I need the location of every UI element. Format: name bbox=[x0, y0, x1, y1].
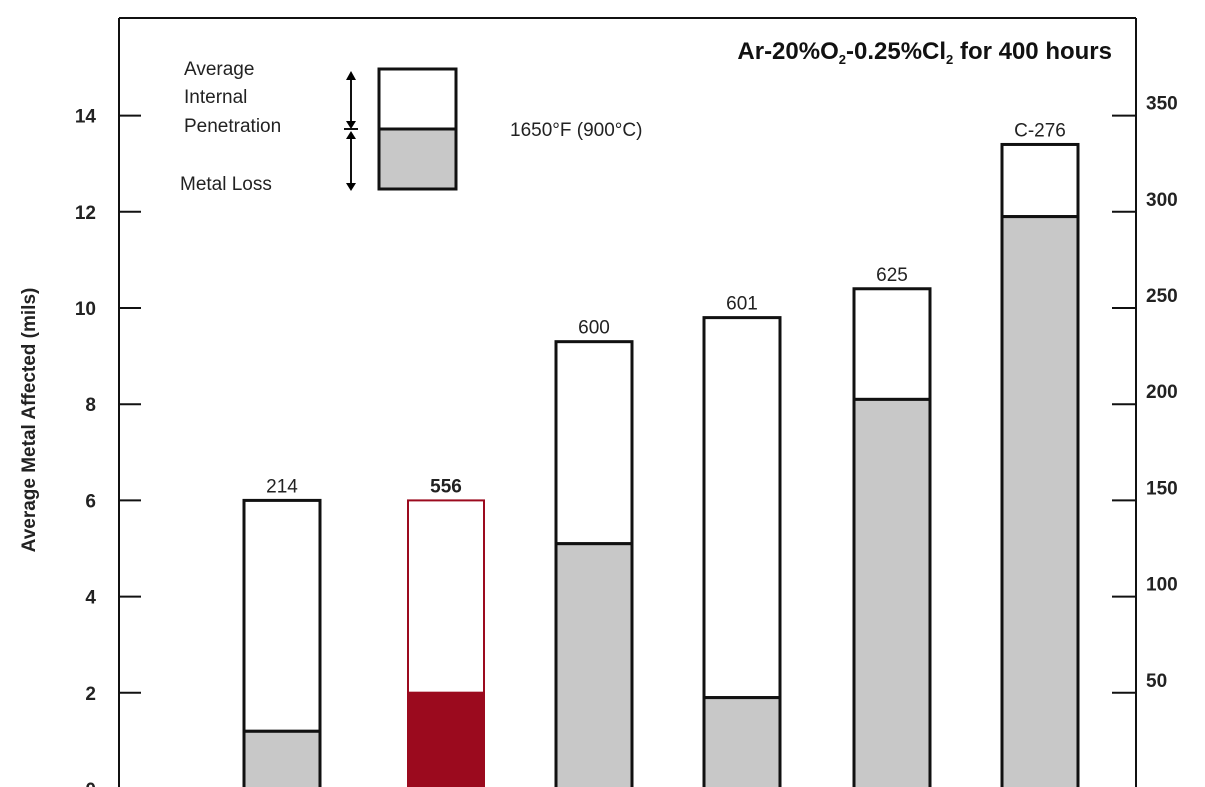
legend-arrowhead-up bbox=[346, 71, 356, 80]
y2-tick-label: 50 bbox=[1146, 671, 1167, 692]
bar-metal-loss bbox=[852, 397, 932, 787]
legend-arrowhead-down bbox=[346, 183, 356, 191]
legend-arrowhead-up bbox=[346, 131, 356, 139]
y-tick-label: 2 bbox=[85, 684, 96, 705]
bar-category-label: 214 bbox=[266, 476, 298, 497]
bar-group-556: 556 bbox=[407, 476, 485, 787]
y2-tick-label: 250 bbox=[1146, 286, 1178, 307]
y-axis-title: Average Metal Affected (mils) bbox=[19, 288, 40, 553]
bar-category-label: 601 bbox=[726, 294, 758, 315]
bar-penetration bbox=[242, 498, 322, 733]
bar-metal-loss bbox=[1000, 215, 1080, 787]
y2-tick-label: 150 bbox=[1146, 478, 1178, 499]
legend-arrowhead-down bbox=[346, 121, 356, 129]
bar-metal-loss bbox=[242, 729, 322, 787]
bar-metal-loss bbox=[407, 691, 485, 787]
y-axis-right: 50 100 150 200 250 300 350 bbox=[1112, 94, 1178, 694]
chart-title: Ar-20%O2-0.25%Cl2 for 400 hours bbox=[737, 38, 1112, 67]
y2-tick-label: 350 bbox=[1146, 94, 1178, 115]
legend: Average Internal Penetration Metal Loss bbox=[180, 59, 458, 195]
y-tick-label: 8 bbox=[85, 395, 96, 416]
bar-penetration bbox=[1000, 142, 1080, 219]
y-tick-label: 14 bbox=[75, 107, 97, 128]
bar-penetration bbox=[702, 316, 782, 700]
legend-metal-loss-text: Metal Loss bbox=[180, 174, 272, 195]
bar-group-C-276: C-276 bbox=[1000, 120, 1080, 787]
bar-metal-loss bbox=[554, 542, 634, 787]
legend-penetration-text: Internal bbox=[184, 87, 247, 108]
legend-penetration-text: Penetration bbox=[184, 116, 281, 137]
y-tick-label: 12 bbox=[75, 203, 96, 224]
bar-group-214: 214 bbox=[242, 476, 322, 787]
y-tick-label: 0 bbox=[85, 780, 96, 787]
bar-category-label: 600 bbox=[578, 318, 610, 339]
bar-category-label: 625 bbox=[876, 265, 908, 286]
legend-metal-loss-swatch bbox=[377, 127, 458, 191]
bar-penetration bbox=[554, 340, 634, 546]
bar-metal-loss bbox=[702, 696, 782, 787]
y2-tick-label: 100 bbox=[1146, 575, 1178, 596]
bar-group-601: 601 bbox=[702, 294, 782, 787]
bar-category-label: 556 bbox=[430, 476, 462, 497]
y2-tick-label: 300 bbox=[1146, 190, 1178, 211]
legend-penetration-text: Average bbox=[184, 59, 254, 80]
bar-category-label: C-276 bbox=[1014, 120, 1066, 141]
condition-label: 1650°F (900°C) bbox=[510, 120, 642, 141]
bar-group-625: 625 bbox=[852, 265, 932, 787]
bar-penetration bbox=[852, 287, 932, 401]
bars: 214 556 600 601 625 C-276 bbox=[242, 120, 1080, 787]
legend-penetration-swatch bbox=[377, 67, 458, 131]
y-axis-left: 0 2 4 6 8 10 12 14 bbox=[75, 107, 141, 787]
y-tick-label: 10 bbox=[75, 299, 96, 320]
y-tick-label: 6 bbox=[85, 491, 96, 512]
bar-group-600: 600 bbox=[554, 318, 634, 787]
y-tick-label: 4 bbox=[85, 588, 96, 609]
y2-tick-label: 200 bbox=[1146, 382, 1178, 403]
bar-penetration bbox=[407, 499, 485, 694]
